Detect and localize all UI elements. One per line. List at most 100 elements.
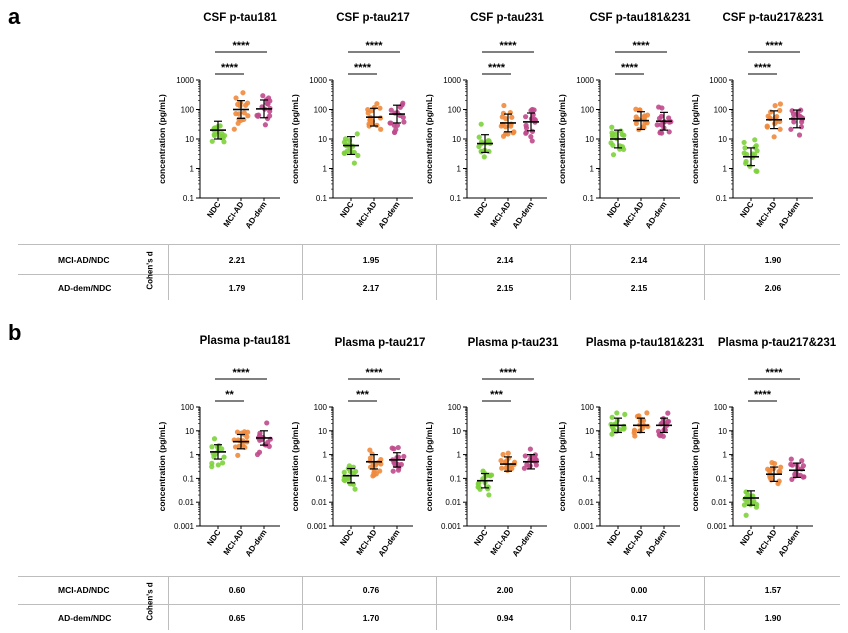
data-point [532, 452, 538, 458]
table-cell: 2.17 [362, 283, 380, 293]
data-point [209, 444, 215, 450]
data-point [378, 126, 384, 132]
x-tick-label: MCI-AD [222, 528, 246, 557]
data-point [765, 113, 771, 119]
data-point [778, 464, 784, 470]
x-tick-label: MCI-AD [355, 528, 379, 557]
y-tick-label: 1 [723, 451, 728, 460]
y-tick-label: 1 [590, 451, 595, 460]
data-point [232, 444, 239, 450]
data-point [523, 130, 529, 136]
data-point [641, 113, 648, 119]
data-point [344, 148, 350, 154]
data-point [233, 95, 239, 101]
data-point [777, 107, 783, 114]
data-point [632, 433, 638, 439]
significance-label: **** [499, 40, 517, 52]
data-point [665, 410, 671, 416]
table-cell: 0.94 [496, 613, 514, 623]
y-tick-label: 1 [457, 451, 462, 460]
y-axis-label: concentration (pg/mL) [157, 94, 167, 184]
data-point [501, 102, 507, 109]
data-point [266, 443, 272, 449]
y-tick-label: 0.1 [183, 194, 195, 203]
y-tick-label: 100 [448, 106, 462, 115]
data-point [798, 124, 804, 130]
x-tick-label: MCI-AD [755, 200, 779, 229]
data-point [341, 469, 347, 475]
y-tick-label: 10 [318, 135, 327, 144]
data-point [608, 140, 614, 146]
x-tick-label: NDC [472, 200, 489, 220]
data-point [527, 446, 533, 452]
data-point [240, 90, 246, 96]
significance-label: **** [621, 62, 639, 74]
y-tick-label: 1 [723, 165, 728, 174]
y-tick-label: 0.1 [183, 474, 195, 483]
data-point [209, 464, 215, 470]
x-tick-label: AD-dem [644, 200, 669, 230]
data-point [266, 95, 272, 101]
data-point [753, 504, 760, 510]
data-point [502, 124, 509, 130]
y-tick-label: 1000 [709, 76, 727, 85]
table-cell: 0.00 [630, 585, 648, 595]
data-point [255, 113, 261, 119]
y-tick-label: 1 [590, 165, 595, 174]
data-point [401, 453, 407, 460]
data-point [508, 123, 514, 129]
table-cell: 2.15 [496, 283, 514, 293]
data-point [614, 410, 620, 416]
data-point [217, 133, 223, 139]
data-point [244, 434, 250, 440]
cohens-d-label: Cohen's d [145, 251, 155, 290]
data-point [743, 160, 749, 167]
data-point [235, 120, 241, 126]
table-cell: 1.70 [362, 613, 380, 623]
y-tick-label: 0.01 [711, 498, 727, 507]
significance-label: **** [765, 40, 783, 52]
table-cell: 2.06 [764, 283, 782, 293]
y-tick-label: 0.001 [441, 522, 462, 531]
y-tick-label: 10 [585, 135, 594, 144]
chart-title: CSF p-tau217&231 [722, 12, 824, 24]
x-tick-label: MCI-AD [489, 528, 513, 557]
data-point [656, 432, 662, 438]
x-tick-label: NDC [605, 528, 622, 548]
y-axis-label: concentration (pg/mL) [690, 94, 700, 184]
data-point [788, 126, 794, 132]
y-axis-label: concentration (pg/mL) [557, 94, 567, 184]
table-cell: 0.76 [362, 585, 380, 595]
y-tick-label: 0.1 [450, 474, 462, 483]
x-tick-label: NDC [338, 528, 355, 548]
table-cell: 1.79 [228, 283, 246, 293]
x-tick-label: MCI-AD [622, 528, 646, 557]
data-point [219, 460, 226, 466]
data-point [776, 468, 782, 475]
data-point [392, 460, 398, 466]
data-point [509, 114, 515, 120]
data-point [388, 107, 394, 113]
data-point [609, 124, 615, 130]
data-point [377, 105, 383, 111]
data-point [498, 457, 504, 464]
data-point [485, 484, 491, 490]
row-label: AD-dem/NDC [58, 283, 112, 293]
significance-label: **** [354, 62, 372, 74]
data-point [394, 122, 401, 128]
y-tick-label: 100 [714, 403, 728, 412]
significance-label: **** [765, 367, 783, 379]
data-point [800, 474, 806, 480]
data-point [367, 447, 373, 453]
y-axis-label: concentration (pg/mL) [290, 421, 300, 511]
data-point [486, 148, 492, 155]
significance-label: **** [754, 389, 772, 401]
significance-label: **** [488, 62, 506, 74]
table-cell: 2.21 [228, 255, 246, 265]
y-tick-label: 0.001 [707, 522, 728, 531]
panel-letter-a: a [8, 4, 21, 29]
data-point [351, 160, 357, 166]
data-point [476, 134, 482, 140]
y-tick-label: 100 [581, 403, 595, 412]
x-tick-label: MCI-AD [622, 200, 646, 229]
